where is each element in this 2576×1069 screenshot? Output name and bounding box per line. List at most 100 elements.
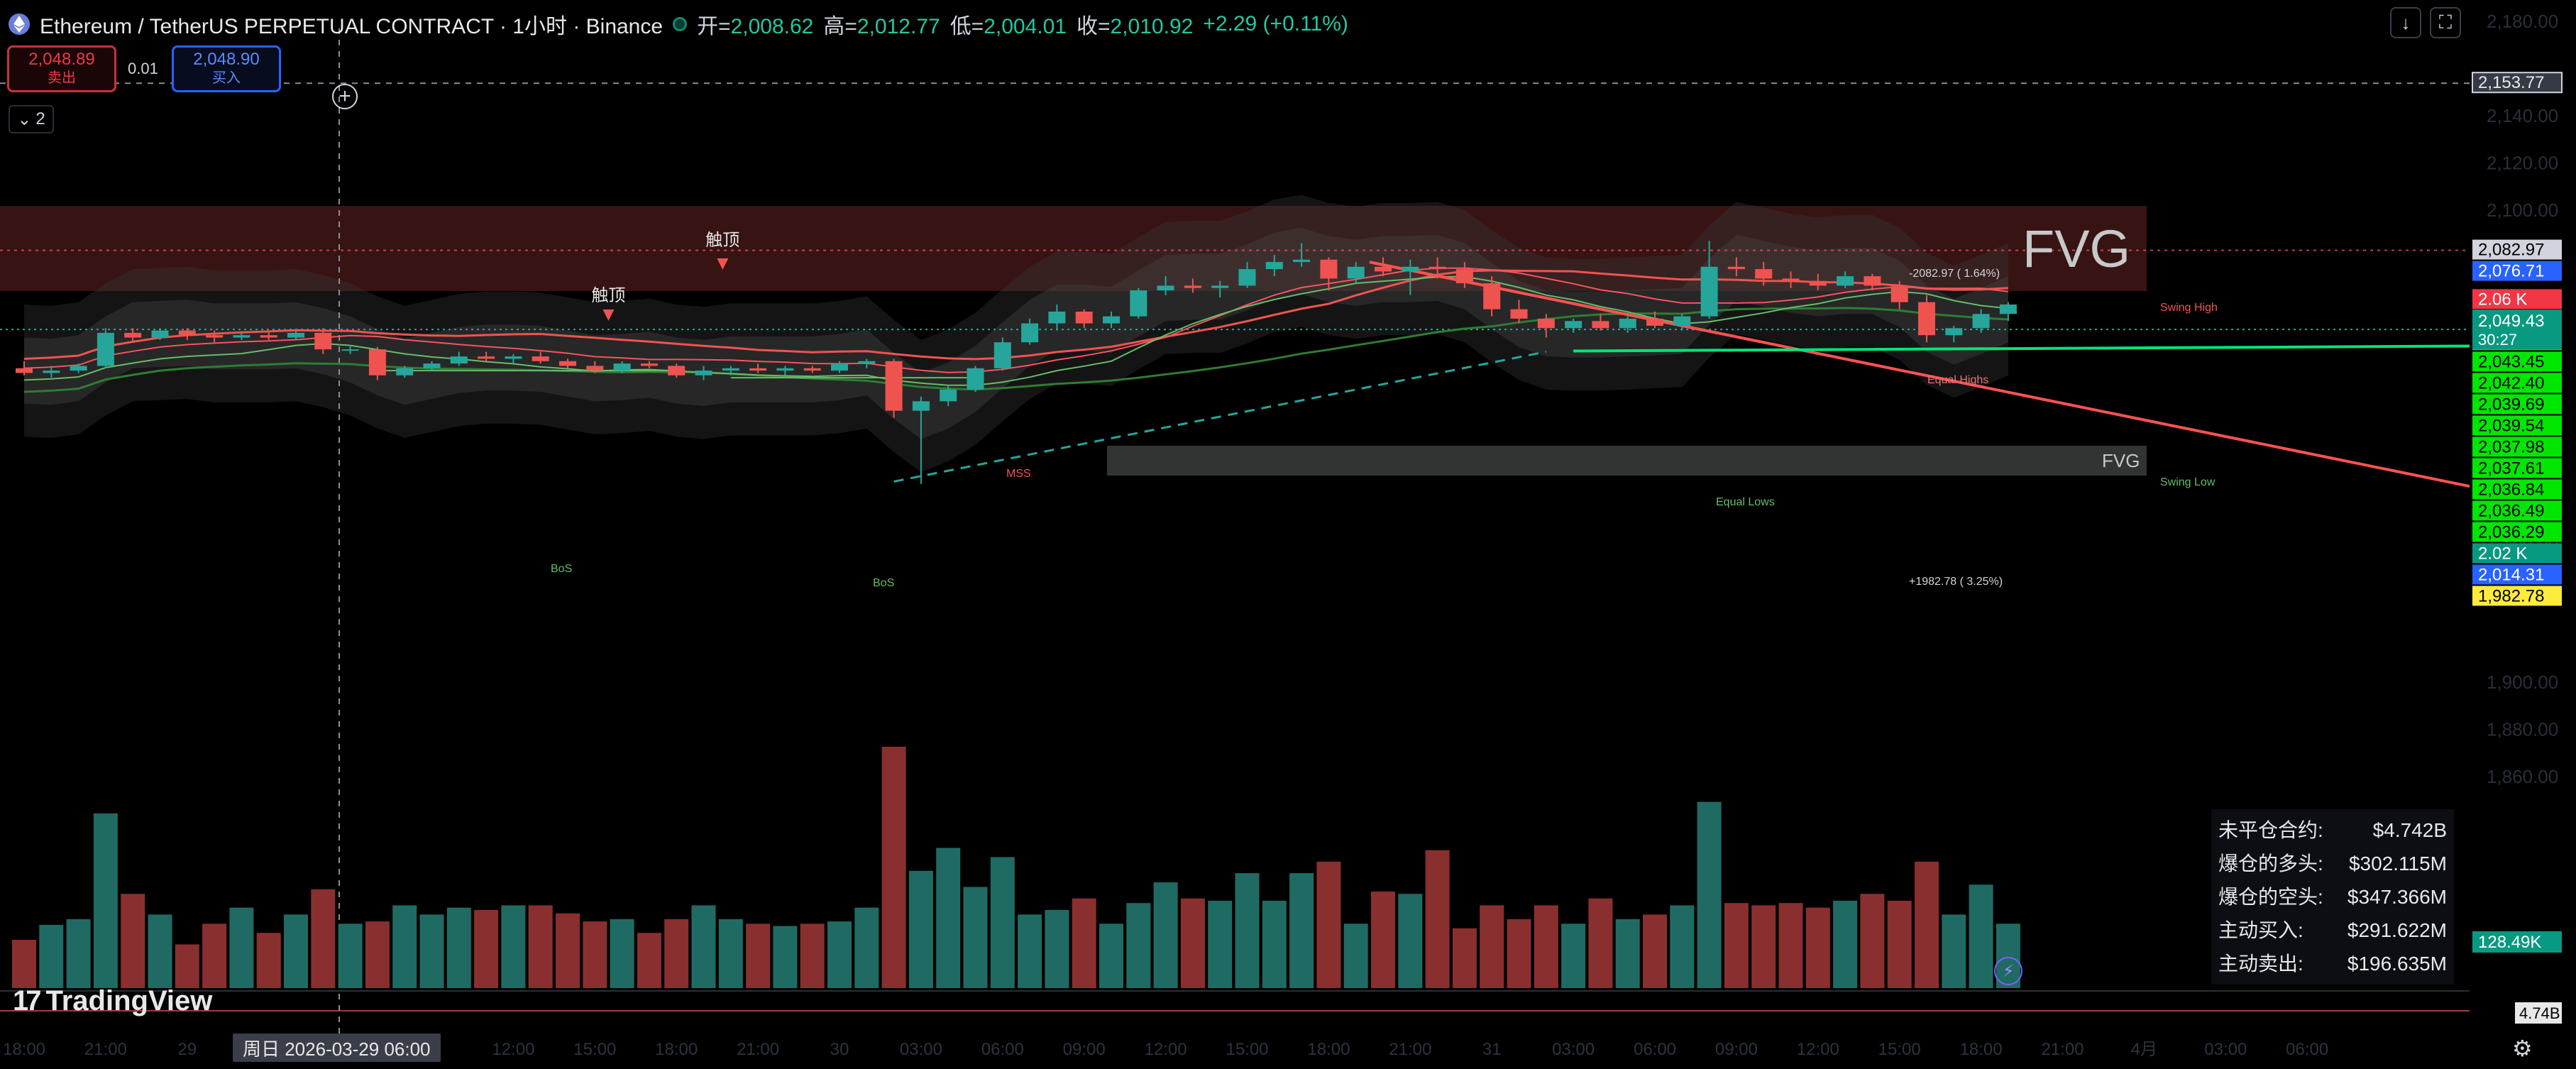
price-tag: 2,037.61	[2472, 458, 2562, 478]
tradingview-logo[interactable]: 17 TradingView	[13, 985, 212, 1017]
candle-body	[1211, 285, 1229, 288]
lightning-icon[interactable]: ⚡	[1994, 957, 2022, 985]
volume-bar	[1969, 884, 1993, 988]
candle	[1782, 271, 1800, 288]
market-status-icon[interactable]	[673, 17, 688, 31]
volume-bar	[637, 933, 661, 988]
candle-body	[1673, 316, 1691, 326]
candle-body	[450, 356, 468, 364]
volume-bar	[256, 933, 281, 988]
swing-low-line	[1573, 344, 2470, 353]
equal-lows-label: Equal Lows	[1716, 496, 1775, 508]
time-axis-label: 06:00	[1634, 1040, 1676, 1059]
candle-body	[1157, 285, 1174, 291]
candle-body	[1837, 276, 1854, 286]
crosshair-plus-icon[interactable]: +	[332, 84, 358, 109]
price-tag-label: 2,036.49	[2478, 501, 2544, 520]
candle	[1211, 280, 1229, 298]
sell-button[interactable]: 2,048.89 卖出	[7, 45, 116, 92]
time-axis-label: 06:00	[2286, 1040, 2328, 1059]
descending-trendline	[1369, 261, 2470, 488]
candle-body	[1075, 311, 1093, 324]
volume-bar	[854, 907, 879, 988]
countdown-label: 30:27	[2478, 331, 2517, 349]
candle	[586, 361, 604, 373]
volume-bar	[1887, 900, 1912, 988]
volume-bar	[39, 924, 64, 988]
volume-bar	[1398, 894, 1423, 988]
time-axis-label: 31	[1482, 1040, 1502, 1059]
candle	[912, 396, 930, 484]
volume-bar	[1915, 861, 1939, 988]
close-label: 收=	[1077, 15, 1111, 38]
volume-bar	[1588, 898, 1613, 988]
candle	[1537, 314, 1555, 338]
candle-body	[260, 335, 277, 338]
candle	[1565, 318, 1583, 333]
candle	[885, 358, 903, 418]
time-axis-label: 15:00	[1226, 1040, 1268, 1059]
candle	[1864, 273, 1881, 291]
price-tag-bg	[2472, 351, 2562, 372]
candle	[97, 328, 114, 368]
indicator-collapse-button[interactable]: ⌄ 2	[9, 105, 54, 133]
candle-body	[1809, 280, 1827, 286]
top-touch-label-2: 触顶	[705, 231, 739, 250]
time-axis-label: 12:00	[492, 1040, 534, 1059]
volume-bar	[1153, 882, 1178, 988]
buy-button[interactable]: 2,048.90 买入	[172, 45, 281, 92]
candle	[532, 351, 549, 364]
candle-body	[233, 335, 251, 338]
time-axis-label: 29	[177, 1040, 197, 1059]
volume-bar	[148, 914, 172, 988]
download-arrow-icon[interactable]: ↓	[2390, 7, 2421, 38]
price-tag-bg	[2472, 415, 2562, 436]
time-axis-label: 18:00	[3, 1040, 45, 1059]
candle-body	[1483, 283, 1501, 309]
volume-bar	[1507, 919, 1531, 988]
settings-gear-icon[interactable]: ⚙	[2512, 1036, 2533, 1061]
time-axis-label: 18:00	[655, 1040, 698, 1059]
candle	[1293, 243, 1311, 267]
symbol-title[interactable]: Ethereum / TetherUS PERPETUAL CONTRACT ·…	[40, 15, 664, 38]
candle	[613, 361, 631, 373]
volume-bar	[338, 923, 363, 988]
volume-bar	[1371, 892, 1395, 988]
volume-bar	[990, 857, 1015, 988]
candle-body	[613, 363, 631, 371]
open-label: 开=	[697, 15, 731, 38]
price-tag-bg	[2472, 543, 2562, 564]
volume-bar	[392, 905, 417, 988]
candle	[1510, 300, 1528, 324]
volume-bar	[1697, 801, 1722, 988]
price-tag-bg	[2472, 261, 2562, 281]
candle-body	[940, 389, 957, 402]
candle-body	[1103, 316, 1120, 324]
volume-bar	[1425, 850, 1450, 988]
bos-label-2: BoS	[873, 577, 894, 589]
time-axis-label: 21:00	[84, 1040, 127, 1059]
candle-body	[1972, 314, 1990, 329]
volume-bar	[881, 747, 906, 988]
price-tag-label: 2,039.54	[2478, 416, 2544, 435]
price-axis-tick: 2,120.00	[2487, 153, 2558, 174]
candle	[43, 366, 60, 378]
price-tag: 2,037.98	[2472, 437, 2562, 457]
volume-bar	[746, 923, 771, 988]
moving-average-red	[23, 269, 2008, 361]
candle	[450, 351, 468, 366]
volume-bar	[229, 907, 254, 988]
fullscreen-icon[interactable]: ⛶	[2430, 7, 2461, 38]
mss-label: MSS	[1006, 468, 1031, 480]
price-tag-bg	[2472, 289, 2562, 309]
sell-label: 卖出	[48, 70, 76, 86]
open-interest-tag-bg	[2515, 1002, 2562, 1024]
candle	[722, 366, 739, 375]
price-tag-bg	[2472, 564, 2562, 585]
crosshair-date-label: 周日 2026-03-29 06:00	[233, 1034, 441, 1062]
candle	[803, 366, 821, 373]
volume-bar	[1316, 861, 1341, 988]
close-value: 2,010.92	[1110, 15, 1194, 38]
volume-bar	[1805, 907, 1830, 988]
